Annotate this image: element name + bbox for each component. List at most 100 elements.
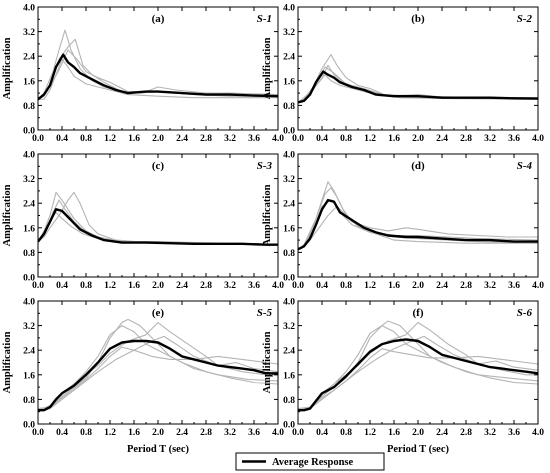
average-response-line [38, 53, 278, 101]
record-line [38, 191, 278, 246]
legend-label: Average Response [272, 457, 354, 468]
x-tick-label: 1.2 [104, 281, 116, 291]
x-tick-label: 1.6 [388, 428, 400, 438]
y-axis-title: Amplification [2, 331, 13, 393]
x-tick-label: 3.6 [248, 428, 260, 438]
y-axis-title: Amplification [2, 184, 13, 246]
panel-tag: (a) [152, 13, 165, 25]
y-tick-label: 3.2 [23, 28, 35, 38]
panel-tag: (d) [411, 160, 425, 172]
x-tick-label: 2.4 [436, 428, 448, 438]
panel-s-1: 0.0 0.4 0.8 1.2 1.6 2.0 2.4 2.8 3.2 3.6 4.0 0.0 0.8 1… [2, 4, 284, 145]
x-tick-label: 1.2 [364, 134, 376, 144]
y-tick-label: 4.0 [283, 298, 295, 308]
x-axis-title: Period T (sec) [387, 444, 450, 455]
panel-lines [38, 29, 278, 101]
y-tick-label: 3.2 [283, 322, 295, 332]
legend: Average Response [235, 452, 385, 471]
x-tick-label: 2.0 [412, 281, 424, 291]
panel-tag: (e) [152, 307, 165, 319]
record-line [38, 38, 278, 100]
x-tick-label: 3.2 [224, 134, 236, 144]
x-tick-label: 4.0 [532, 428, 544, 438]
record-line [298, 325, 538, 411]
panel-s-5: 0.0 0.4 0.8 1.2 1.6 2.0 2.4 2.8 3.2 3.6 4.0 0.0 0.8 1… [2, 298, 284, 456]
x-tick-label: 4.0 [532, 281, 544, 291]
panel-lines [298, 181, 538, 251]
y-tick-label: 1.6 [23, 224, 35, 234]
average-response-line [298, 338, 538, 412]
x-tick-label: 1.6 [128, 134, 140, 144]
x-tick-label: 2.8 [200, 428, 212, 438]
panel-s-4: 0.0 0.4 0.8 1.2 1.6 2.0 2.4 2.8 3.2 3.6 4.00.00.81… [262, 151, 544, 292]
y-tick-label: 0.0 [23, 127, 35, 137]
y-tick-label: 4.0 [283, 151, 295, 161]
x-tick-label: 3.2 [484, 428, 496, 438]
legend-box [235, 452, 385, 471]
x-tick-label: 3.2 [224, 428, 236, 438]
x-tick-label: 3.2 [484, 134, 496, 144]
y-axis-title: Amplification [262, 37, 273, 99]
x-tick-label: 2.0 [412, 428, 424, 438]
x-tick-label: 2.4 [436, 134, 448, 144]
x-tick-label: 1.6 [388, 281, 400, 291]
panel-tag: (b) [411, 13, 425, 25]
record-line [38, 335, 278, 411]
y-tick-label: 2.4 [283, 53, 295, 63]
y-tick-label: 0.8 [23, 102, 35, 112]
y-tick-label: 1.6 [23, 77, 35, 87]
x-tick-label: 3.6 [248, 281, 260, 291]
x-tick-label: 2.4 [176, 281, 188, 291]
x-tick-label: 4.0 [272, 281, 284, 291]
x-tick-label: 0.0 [32, 281, 44, 291]
y-tick-label: 1.6 [283, 371, 295, 381]
x-tick-label: 1.2 [104, 428, 116, 438]
record-line [38, 58, 278, 100]
x-tick-label: 0.8 [340, 134, 352, 144]
y-tick-label: 0.8 [23, 249, 35, 259]
x-tick-label: 1.6 [128, 281, 140, 291]
record-line [298, 320, 538, 413]
y-tick-label: 0.8 [283, 396, 295, 406]
x-tick-label: 0.4 [316, 428, 328, 438]
x-tick-label: 4.0 [272, 428, 284, 438]
site-tag: S-3 [257, 160, 273, 172]
x-tick-label: 1.2 [104, 134, 116, 144]
average-response-line [298, 198, 538, 251]
y-axis-title: Amplification [262, 184, 273, 246]
site-tag: S-1 [257, 13, 272, 25]
x-tick-label: 3.2 [484, 281, 496, 291]
y-tick-label: 4.0 [23, 151, 35, 161]
y-tick-label: 4.0 [23, 4, 35, 14]
record-line [38, 346, 278, 410]
x-tick-label: 0.0 [292, 134, 304, 144]
x-tick-label: 2.8 [460, 281, 472, 291]
panel-frame [37, 300, 279, 425]
y-tick-label: 2.4 [283, 347, 295, 357]
record-line [298, 321, 538, 411]
y-tick-label: 0.0 [283, 274, 295, 284]
y-tick-label: 2.4 [23, 347, 35, 357]
x-tick-label: 2.4 [176, 428, 188, 438]
x-tick-label: 0.8 [80, 428, 92, 438]
y-tick-label: 3.2 [23, 175, 35, 185]
y-tick-label: 3.2 [283, 28, 295, 38]
x-tick-label: 0.4 [56, 281, 68, 291]
x-tick-label: 0.8 [340, 428, 352, 438]
panel-s-6: 0.0 0.4 0.8 1.2 1.6 2.0 2.4 2.8 3.2 3.6 4.00.00.81… [262, 298, 544, 456]
panel-frame [37, 153, 279, 278]
y-tick-label: 0.0 [283, 127, 295, 137]
panel-s-3: 0.0 0.4 0.8 1.2 1.6 2.0 2.4 2.8 3.2 3.6 4.0 0.0 0.8 1… [2, 151, 284, 292]
x-tick-label: 3.6 [508, 134, 520, 144]
record-line [38, 321, 278, 411]
x-tick-label: 1.6 [388, 134, 400, 144]
x-tick-label: 2.8 [460, 428, 472, 438]
x-tick-label: 2.0 [152, 281, 164, 291]
y-tick-label: 1.6 [23, 371, 35, 381]
y-tick-label: 1.6 [283, 224, 295, 234]
y-axis-title: Amplification [2, 37, 13, 99]
y-tick-label: 0.0 [23, 421, 35, 431]
x-tick-label: 0.4 [316, 134, 328, 144]
x-tick-label: 2.8 [200, 134, 212, 144]
